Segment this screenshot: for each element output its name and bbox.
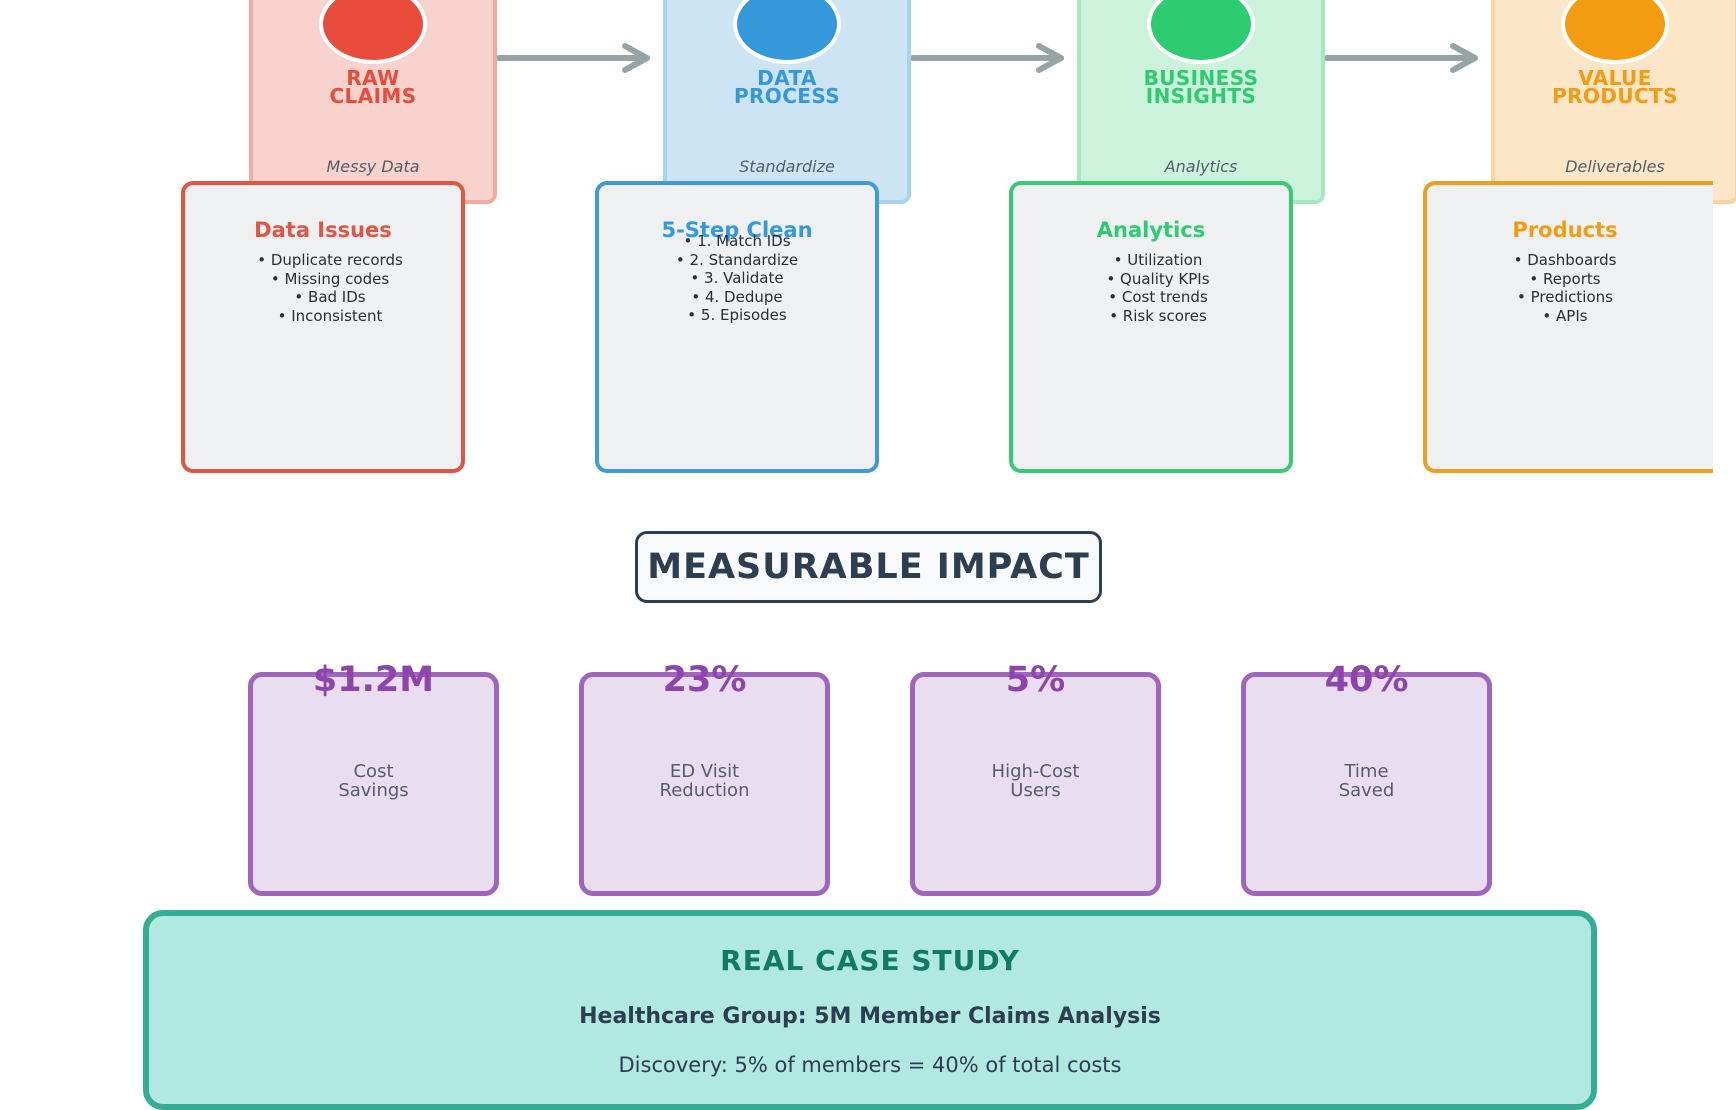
stage-title-line2: PROCESS	[733, 84, 841, 108]
list-item: • Reports	[1529, 269, 1601, 288]
stage-title-line2: CLAIMS	[329, 84, 417, 108]
arrow-right-icon	[1325, 43, 1478, 73]
stage-circle-raw-claims	[319, 0, 427, 64]
list-item: • Cost trends	[1108, 288, 1208, 307]
stage-title-line1: DATA	[757, 66, 817, 90]
metric-card-high-cost-users	[910, 672, 1161, 896]
stage-title-line1: RAW	[346, 66, 400, 90]
stage-title-business-insights: BUSINESS INSIGHTS	[1081, 66, 1321, 108]
metric-card-ed-visit-reduction	[579, 672, 830, 896]
impact-heading: MEASURABLE IMPACT	[635, 531, 1102, 603]
metric-value: 5%	[1005, 660, 1066, 700]
list-item: • Utilization	[1113, 251, 1203, 269]
detail-box-products	[1423, 181, 1713, 473]
metric-label: Time Saved	[1241, 762, 1492, 800]
stage-title-line1: VALUE	[1578, 66, 1652, 90]
stage-title-line1: BUSINESS	[1143, 66, 1259, 90]
arrow-right-icon	[497, 43, 650, 73]
metric-value: 23%	[662, 660, 747, 700]
list-item: • Bad IDs	[294, 288, 366, 307]
metric-value: 40%	[1324, 660, 1409, 700]
list-item: • Risk scores	[1109, 306, 1207, 325]
detail-box-5-step-clean	[595, 181, 879, 473]
metric-value: $1.2M	[312, 660, 435, 700]
metric-card-time-saved	[1241, 672, 1492, 896]
case-study-title: REAL CASE STUDY	[720, 944, 1020, 977]
metric-label-line1: ED Visit	[669, 761, 740, 782]
stage-circle-business-insights	[1147, 0, 1255, 64]
list-item: • Duplicate records	[257, 251, 403, 269]
stage-subtitle-business-insights: Analytics	[1164, 157, 1238, 176]
arrow-right-icon	[911, 43, 1064, 73]
metric-label-line2: Saved	[1338, 780, 1395, 801]
list-item: • Predictions	[1517, 288, 1613, 307]
metric-label: Cost Savings	[248, 762, 499, 800]
detail-box-data-issues	[181, 181, 465, 473]
stage-circle-data-process	[733, 0, 841, 64]
list-item: • 3. Validate	[690, 269, 784, 288]
stage-title-data-process: DATA PROCESS	[667, 66, 907, 108]
list-item: • 4. Dedupe	[691, 287, 783, 306]
list-item: • Inconsistent	[277, 306, 383, 325]
metric-label-line1: High-Cost	[991, 761, 1080, 782]
stage-subtitle-raw-claims: Messy Data	[326, 157, 420, 176]
metric-label: ED Visit Reduction	[579, 762, 830, 800]
list-item: • Missing codes	[270, 269, 390, 288]
list-item: • Dashboards	[1513, 251, 1617, 269]
metric-card-cost-savings	[248, 672, 499, 896]
stage-title-line2: PRODUCTS	[1552, 84, 1678, 108]
list-item: • 5. Episodes	[687, 306, 787, 325]
detail-box-analytics	[1009, 181, 1293, 473]
metric-label-line2: Users	[1010, 780, 1061, 801]
metric-label-line2: Savings	[338, 780, 409, 801]
metric-label-line1: Time	[1344, 761, 1389, 782]
list-item: • 2. Standardize	[675, 250, 799, 269]
detail-title-data-issues: Data Issues	[254, 218, 392, 242]
list-item: • 1. Match IDs	[683, 232, 791, 250]
detail-title-products: Products	[1512, 218, 1618, 242]
stage-subtitle-data-process: Standardize	[739, 157, 835, 176]
list-item: • APIs	[1542, 306, 1588, 325]
detail-list-analytics: • Utilization • Quality KPIs • Cost tren…	[1016, 251, 1300, 325]
stage-title-line2: INSIGHTS	[1145, 84, 1257, 108]
metric-label-line1: Cost	[353, 761, 394, 782]
detail-list-5-step-clean: • 1. Match IDs • 2. Standardize • 3. Val…	[595, 232, 879, 325]
detail-list-products: • Dashboards • Reports • Predictions • A…	[1423, 251, 1707, 325]
detail-title-5-step-clean: 5-Step Clean	[661, 218, 813, 242]
stage-subtitle-value-products: Deliverables	[1565, 157, 1665, 176]
detail-title-analytics: Analytics	[1096, 218, 1206, 242]
detail-list-data-issues: • Duplicate records • Missing codes • Ba…	[188, 251, 472, 325]
list-item: • Quality KPIs	[1106, 269, 1210, 288]
case-study-finding: Discovery: 5% of members = 40% of total …	[618, 1053, 1122, 1077]
metric-label-line2: Reduction	[659, 780, 750, 801]
case-study-subtitle: Healthcare Group: 5M Member Claims Analy…	[579, 1004, 1161, 1029]
metric-label: High-Cost Users	[910, 762, 1161, 800]
stage-title-raw-claims: RAW CLAIMS	[253, 66, 493, 108]
stage-title-value-products: VALUE PRODUCTS	[1495, 66, 1735, 108]
stage-circle-value-products	[1561, 0, 1669, 64]
